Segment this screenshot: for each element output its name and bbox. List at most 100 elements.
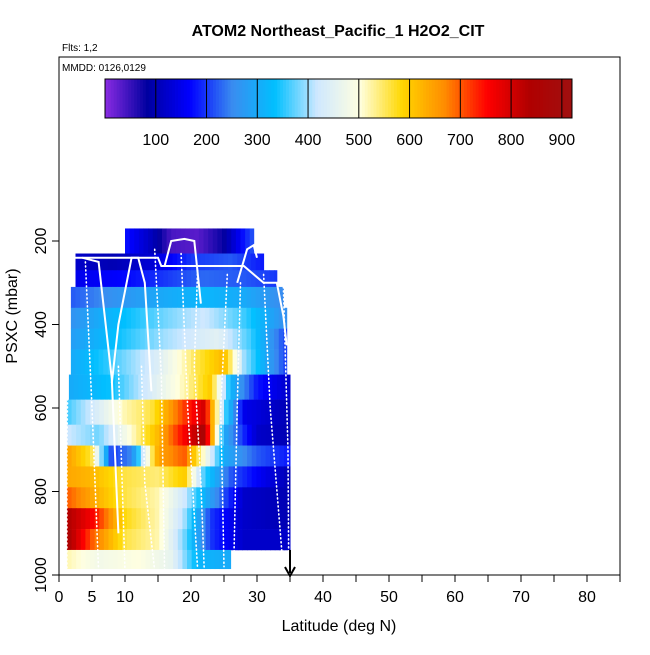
heatmap-cell bbox=[163, 487, 170, 509]
heatmap-cell bbox=[214, 529, 220, 551]
heatmap-cell bbox=[200, 487, 207, 509]
heatmap-cell bbox=[76, 487, 82, 509]
heatmap-cell bbox=[241, 328, 247, 350]
heatmap-cell bbox=[242, 424, 248, 446]
colorbar-swatch bbox=[312, 79, 316, 118]
colorbar-swatch bbox=[280, 79, 284, 118]
heatmap-cell bbox=[76, 529, 82, 551]
heatmap-cell bbox=[249, 228, 255, 254]
heatmap-cell bbox=[154, 253, 160, 271]
heatmap-cell bbox=[182, 487, 188, 509]
flight-tracks bbox=[66, 237, 296, 579]
heatmap-cell bbox=[84, 328, 90, 350]
heatmap-cell bbox=[159, 466, 165, 488]
heatmap-cell bbox=[227, 349, 234, 375]
heatmap-cell bbox=[170, 374, 176, 400]
heatmap-cell bbox=[131, 529, 137, 551]
heatmap-cell bbox=[237, 487, 243, 509]
heatmap-cell bbox=[204, 270, 210, 288]
heatmap-cell bbox=[89, 286, 95, 309]
heatmap-cell bbox=[204, 349, 210, 375]
heatmap-cell bbox=[105, 374, 111, 400]
y-tick-label: 800 bbox=[33, 478, 50, 505]
heatmap-cell bbox=[224, 399, 230, 425]
heatmap-cell bbox=[168, 445, 174, 467]
colorbar-swatch bbox=[221, 79, 226, 118]
heatmap-cell bbox=[140, 549, 146, 570]
heatmap-cell bbox=[288, 424, 291, 446]
heatmap-cell bbox=[99, 549, 105, 570]
heatmap-cell bbox=[108, 399, 114, 425]
colorbar-swatch bbox=[344, 79, 348, 118]
colorbar: 100 200 300 400 500 600 700 800 900 bbox=[104, 78, 575, 149]
heatmap-cell bbox=[269, 328, 275, 350]
heatmap-cell bbox=[108, 445, 114, 467]
heatmap-cell bbox=[172, 270, 178, 288]
heatmap-cell bbox=[196, 487, 202, 509]
heatmap-cell bbox=[246, 349, 252, 375]
heatmap-cell bbox=[210, 549, 216, 570]
heatmap-cell bbox=[177, 529, 183, 551]
heatmap-cell bbox=[260, 529, 267, 551]
heatmap-cell bbox=[71, 549, 77, 570]
heatmap-cell bbox=[181, 349, 187, 375]
heatmap-cell bbox=[173, 399, 179, 425]
heatmap-cell bbox=[187, 399, 193, 425]
heatmap-cell bbox=[75, 270, 81, 288]
flight-track-solid bbox=[75, 256, 288, 346]
colorbar-swatch bbox=[177, 79, 182, 118]
colorbar-swatch bbox=[358, 79, 363, 118]
heatmap-cell bbox=[172, 253, 178, 271]
heatmap-cell bbox=[108, 529, 114, 551]
heatmap-cell bbox=[270, 466, 276, 488]
heatmap-cell bbox=[200, 349, 206, 375]
heatmap-cell bbox=[186, 253, 192, 271]
heatmap-cell bbox=[214, 349, 220, 375]
heatmap-cell bbox=[84, 270, 90, 288]
heatmap-cell bbox=[136, 549, 142, 570]
heatmap-cell bbox=[167, 328, 174, 350]
heatmap-cell bbox=[154, 445, 160, 467]
heatmap-cell bbox=[168, 466, 174, 488]
heatmap-cell bbox=[260, 328, 266, 350]
heatmap-cell bbox=[191, 253, 197, 271]
heatmap-cell bbox=[90, 466, 96, 488]
heatmap-cell bbox=[175, 228, 181, 254]
heatmap-cell bbox=[200, 307, 206, 329]
heatmap-cell bbox=[80, 466, 86, 488]
heatmap-cell bbox=[126, 349, 132, 375]
heatmap-cell bbox=[279, 508, 285, 530]
heatmap-cell bbox=[233, 529, 239, 551]
heatmap-cell bbox=[175, 374, 181, 400]
heatmap-cell bbox=[172, 349, 178, 375]
heatmap-cell bbox=[182, 424, 188, 446]
heatmap-cell bbox=[163, 549, 170, 570]
heatmap-cell bbox=[163, 445, 170, 467]
heatmap-cell bbox=[93, 270, 100, 288]
heatmap-cell bbox=[251, 487, 257, 509]
heatmap-cell bbox=[265, 508, 271, 530]
heatmap-cell bbox=[82, 374, 88, 400]
heatmap-cell bbox=[154, 487, 160, 509]
colorbar-swatch bbox=[522, 79, 526, 118]
heatmap-cell bbox=[148, 228, 154, 254]
heatmap-cell bbox=[191, 529, 197, 551]
heatmap-cell bbox=[242, 508, 248, 530]
heatmap-cell bbox=[173, 445, 179, 467]
heatmap-cell bbox=[224, 445, 230, 467]
heatmap-cell bbox=[130, 286, 137, 309]
heatmap-cell bbox=[209, 253, 215, 271]
heatmap-cell bbox=[159, 445, 165, 467]
heatmap-cell bbox=[256, 529, 262, 551]
heatmap-cell bbox=[85, 508, 91, 530]
colorbar-swatch bbox=[557, 79, 561, 118]
flight-track-solid bbox=[110, 256, 153, 392]
heatmap-cell bbox=[167, 270, 174, 288]
heatmap-cell bbox=[138, 228, 144, 254]
heatmap-cell bbox=[167, 307, 174, 329]
heatmap-cell bbox=[278, 328, 284, 350]
heatmap-cell bbox=[150, 466, 156, 488]
colorbar-swatch bbox=[428, 79, 433, 118]
heatmap-cell bbox=[119, 374, 125, 400]
heatmap-cell bbox=[249, 374, 255, 400]
